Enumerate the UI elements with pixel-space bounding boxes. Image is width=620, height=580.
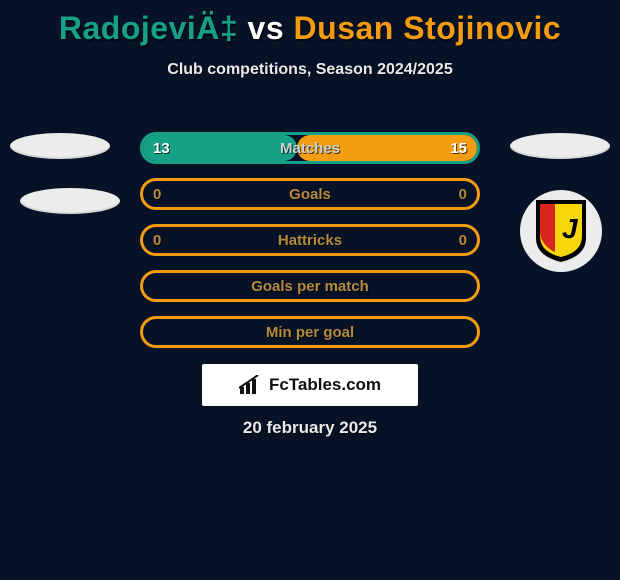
stat-fill-right [297,135,477,161]
player2-club-badge: J [520,190,602,272]
bar-chart-icon [239,375,263,395]
svg-text:J: J [562,213,579,244]
stat-row: Hattricks0 0 [140,224,480,256]
stat-val-left: 0 [143,181,171,207]
title-player1: RadojeviÄ‡ [59,10,238,46]
title-vs: vs [248,10,285,46]
comparison-card: RadojeviÄ‡ vs Dusan Stojinovic Club comp… [0,10,620,580]
stat-label: Min per goal [143,319,477,345]
stat-row: Goals per match [140,270,480,302]
date-footer: 20 february 2025 [0,418,620,438]
shield-icon: J [532,198,590,264]
stat-label: Goals per match [143,273,477,299]
title-player2: Dusan Stojinovic [294,10,562,46]
player2-avatar-placeholder [510,133,610,159]
stat-rows: Matches1315Goals00Hattricks00Goals per m… [140,132,480,362]
stat-row: Min per goal [140,316,480,348]
title: RadojeviÄ‡ vs Dusan Stojinovic [0,10,620,47]
stat-val-left: 0 [143,227,171,253]
stat-row: Matches1315 [140,132,480,164]
stat-fill-left [143,135,297,161]
subtitle: Club competitions, Season 2024/2025 [0,61,620,79]
stat-label: Goals [143,181,477,207]
stat-val-right: 0 [449,181,477,207]
stat-label: Hattricks [143,227,477,253]
player1-avatar-placeholder [10,133,110,159]
stat-row: Goals0 0 [140,178,480,210]
brand-box: FcTables.com [202,364,418,406]
stat-val-right: 0 [449,227,477,253]
brand-text: FcTables.com [269,375,381,395]
player1-club-placeholder [20,188,120,214]
